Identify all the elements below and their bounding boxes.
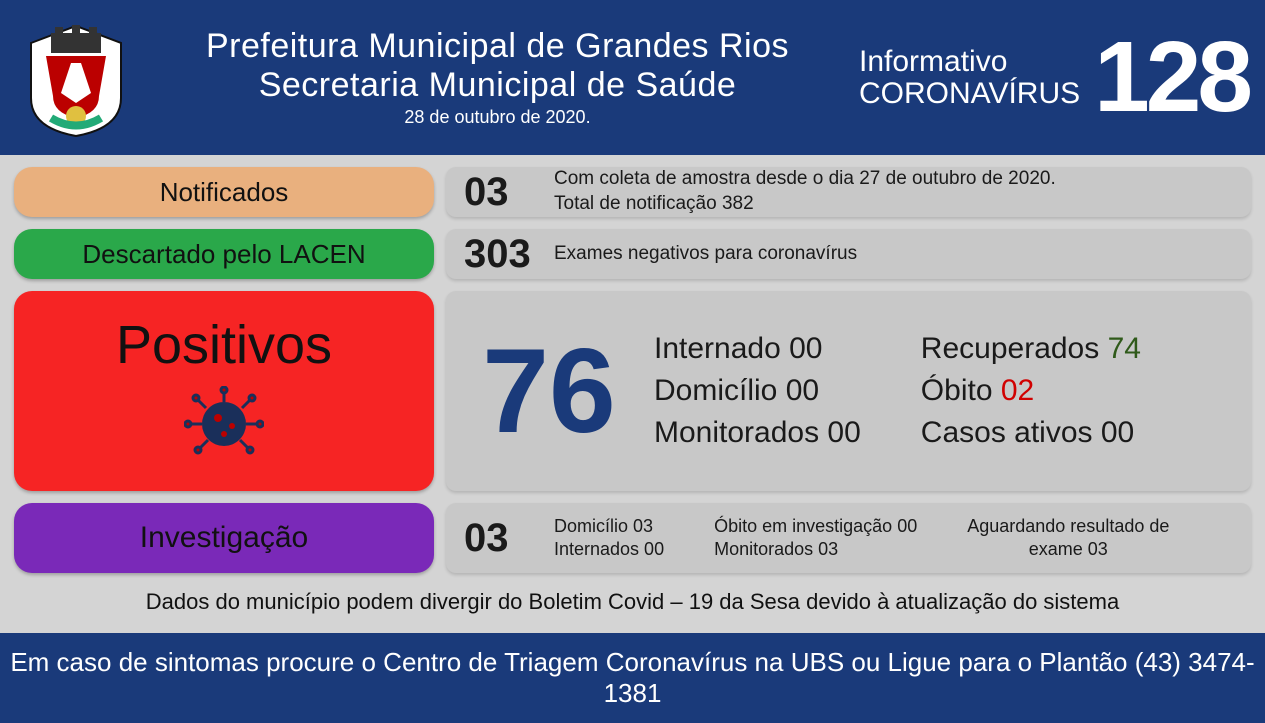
body-area: Notificados 03 Com coleta de amostra des… [0, 155, 1265, 633]
obito-label: Óbito [921, 374, 993, 407]
inv-obito: Óbito em investigação 00 [714, 515, 917, 538]
descartado-label: Descartado pelo LACEN [82, 239, 365, 270]
box-notificados: 03 Com coleta de amostra desde o dia 27 … [446, 167, 1251, 217]
disclaimer-text: Dados do município podem divergir do Bol… [14, 585, 1251, 625]
row-investigacao: Investigação 03 Domicílio 03 Internados … [14, 503, 1251, 573]
issue-number: 128 [1094, 20, 1249, 135]
pos-obito: Óbito 02 [921, 370, 1141, 412]
recuperados-value: 74 [1108, 332, 1141, 365]
pos-monitorados: Monitorados 00 [654, 412, 861, 454]
pos-domicilio: Domicílio 00 [654, 370, 861, 412]
box-descartado: 303 Exames negativos para coronavírus [446, 229, 1251, 279]
descartado-value: 303 [464, 232, 534, 277]
inv-col-1: Domicílio 03 Internados 00 [554, 515, 664, 562]
investigacao-details: Domicílio 03 Internados 00 Óbito em inve… [554, 515, 1233, 562]
row-positivos: Positivos [14, 291, 1251, 491]
notificados-desc-1: Com coleta de amostra desde o dia 27 de … [554, 167, 1056, 192]
notificados-desc: Com coleta de amostra desde o dia 27 de … [554, 167, 1056, 216]
notificados-label: Notificados [160, 177, 289, 208]
descartado-desc: Exames negativos para coronavírus [554, 242, 857, 267]
title-line-2: Secretaria Municipal de Saúde [156, 66, 839, 105]
row-descartado: Descartado pelo LACEN 303 Exames negativ… [14, 229, 1251, 279]
inv-aguardando-1: Aguardando resultado de [967, 515, 1169, 538]
city-crest-icon [16, 13, 136, 143]
pill-notificados: Notificados [14, 167, 434, 217]
positivos-details: Internado 00 Domicílio 00 Monitorados 00… [654, 328, 1141, 454]
header-bar: Prefeitura Municipal de Grandes Rios Sec… [0, 0, 1265, 155]
inv-internados: Internados 00 [554, 538, 664, 561]
positivos-value: 76 [464, 322, 634, 460]
pill-positivos: Positivos [14, 291, 434, 491]
box-positivos: 76 Internado 00 Domicílio 00 Monitorados… [446, 291, 1251, 491]
header-date: 28 de outubro de 2020. [156, 107, 839, 128]
pill-investigacao: Investigação [14, 503, 434, 573]
pos-recuperados: Recuperados 74 [921, 328, 1141, 370]
header-titles: Prefeitura Municipal de Grandes Rios Sec… [156, 27, 839, 128]
recuperados-label: Recuperados [921, 332, 1099, 365]
title-line-1: Prefeitura Municipal de Grandes Rios [156, 27, 839, 66]
obito-value: 02 [1001, 374, 1034, 407]
row-notificados: Notificados 03 Com coleta de amostra des… [14, 167, 1251, 217]
footer-bar: Em caso de sintomas procure o Centro de … [0, 633, 1265, 723]
informativo-label: Informativo [859, 46, 1080, 78]
inv-domicilio: Domicílio 03 [554, 515, 664, 538]
notificados-value: 03 [464, 170, 534, 215]
positivos-col-2: Recuperados 74 Óbito 02 Casos ativos 00 [921, 328, 1141, 454]
coronavirus-label: CORONAVÍRUS [859, 78, 1080, 110]
investigacao-value: 03 [464, 516, 534, 561]
virus-icon [184, 386, 264, 469]
header-right: Informativo CORONAVÍRUS 128 [859, 20, 1249, 135]
investigacao-label: Investigação [140, 521, 308, 555]
footer-text: Em caso de sintomas procure o Centro de … [10, 647, 1254, 708]
pos-internado: Internado 00 [654, 328, 861, 370]
inv-monitorados: Monitorados 03 [714, 538, 917, 561]
inv-col-2: Óbito em investigação 00 Monitorados 03 [714, 515, 917, 562]
positivos-col-1: Internado 00 Domicílio 00 Monitorados 00 [654, 328, 861, 454]
notificados-desc-2: Total de notificação 382 [554, 192, 1056, 217]
pos-casos-ativos: Casos ativos 00 [921, 412, 1141, 454]
informativo-block: Informativo CORONAVÍRUS [859, 46, 1080, 109]
box-investigacao: 03 Domicílio 03 Internados 00 Óbito em i… [446, 503, 1251, 573]
inv-col-3: Aguardando resultado de exame 03 [967, 515, 1169, 562]
positivos-label: Positivos [116, 314, 332, 376]
inv-aguardando-2: exame 03 [967, 538, 1169, 561]
pill-descartado: Descartado pelo LACEN [14, 229, 434, 279]
